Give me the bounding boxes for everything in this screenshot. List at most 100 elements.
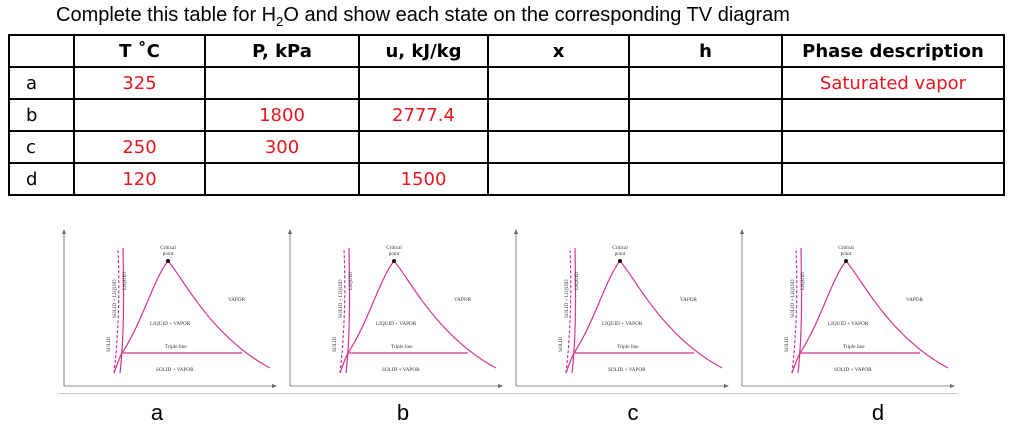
liquid-label: LIQUID [800, 272, 806, 290]
critical-point-label: Critical [612, 245, 628, 251]
cell-quality[interactable] [487, 162, 630, 196]
row-label: b [8, 98, 75, 132]
critical-point-label: Critical [160, 245, 176, 251]
cell-enthalpy[interactable] [628, 162, 783, 196]
liquid-vapor-label: LIQUID + VAPOR [828, 321, 869, 327]
cell-phase[interactable] [781, 130, 1005, 164]
phase-boundaries [113, 247, 271, 374]
solid-vapor-label: SOLID + VAPOR [608, 367, 646, 373]
axes [514, 229, 729, 388]
phase-boundaries [791, 247, 949, 374]
cell-pressure[interactable] [204, 162, 360, 196]
axes [740, 229, 955, 388]
cell-quality[interactable] [487, 66, 630, 100]
triple-line-label: Triple line [391, 344, 413, 350]
tv-diagram-svg: Critical point VAPOR LIQUID + VAPOR Trip… [62, 229, 277, 388]
solid-vapor-label: SOLID + VAPOR [382, 367, 420, 373]
liquid-vapor-label: LIQUID + VAPOR [150, 321, 191, 327]
cell-internal-energy[interactable]: 2777.4 [358, 98, 489, 132]
liquid-label: LIQUID [574, 272, 580, 290]
critical-point-marker [166, 259, 170, 263]
header-pressure: P, kPa [204, 34, 360, 68]
solid-liquid-label: SOLID + LIQUID [790, 279, 796, 318]
critical-point-marker [844, 259, 848, 263]
cell-internal-energy[interactable] [358, 66, 489, 100]
cell-enthalpy[interactable] [628, 130, 783, 164]
state-table: T ˚C P, kPa u, kJ/kg x h Phase descripti… [8, 34, 1005, 196]
cell-temperature[interactable]: 250 [73, 130, 206, 164]
tv-diagram-svg: Critical point VAPOR LIQUID + VAPOR Trip… [288, 229, 503, 388]
header-internal-energy: u, kJ/kg [358, 34, 489, 68]
header-phase: Phase description [781, 34, 1005, 68]
liquid-vapor-label: LIQUID + VAPOR [602, 321, 643, 327]
cell-phase[interactable] [781, 98, 1005, 132]
diagram-baseline [58, 393, 958, 394]
cell-temperature[interactable]: 120 [73, 162, 206, 196]
solid-vapor-label: SOLID + VAPOR [834, 367, 872, 373]
cell-internal-energy[interactable] [358, 130, 489, 164]
header-enthalpy: h [628, 34, 783, 68]
axes [62, 229, 277, 388]
tv-diagram-d: Critical point VAPOR LIQUID + VAPOR Trip… [736, 228, 958, 398]
diagram-caption: d [871, 400, 885, 425]
solid-vapor-label: SOLID + VAPOR [156, 367, 194, 373]
cell-pressure[interactable] [204, 66, 360, 100]
vapor-label: VAPOR [906, 297, 923, 303]
table-header-row: T ˚C P, kPa u, kJ/kg x h Phase descripti… [8, 34, 1005, 68]
triple-line-label: Triple line [617, 344, 639, 350]
phase-boundaries [565, 247, 723, 374]
cell-temperature[interactable]: 325 [73, 66, 206, 100]
cell-enthalpy[interactable] [628, 66, 783, 100]
tv-diagram-svg: Critical point VAPOR LIQUID + VAPOR Trip… [514, 229, 729, 388]
liquid-vapor-label: LIQUID + VAPOR [376, 321, 417, 327]
diagram-caption: c [627, 400, 639, 425]
critical-point-label-2: point [389, 251, 400, 257]
header-quality: x [487, 34, 630, 68]
tv-diagram-a: Critical point VAPOR LIQUID + VAPOR Trip… [58, 228, 280, 398]
cell-internal-energy[interactable]: 1500 [358, 162, 489, 196]
cell-pressure[interactable]: 1800 [204, 98, 360, 132]
triple-line-label: Triple line [165, 344, 187, 350]
cell-quality[interactable] [487, 130, 630, 164]
critical-point-label-2: point [841, 251, 852, 257]
table-row: d 120 1500 [8, 162, 1005, 196]
table-row: b 1800 2777.4 [8, 98, 1005, 132]
vapor-label: VAPOR [680, 297, 697, 303]
title-subscript: 2 [276, 14, 284, 29]
cell-quality[interactable] [487, 98, 630, 132]
page-title: Complete this table for H2O and show eac… [56, 4, 790, 29]
vapor-label: VAPOR [228, 297, 245, 303]
diagram-caption: b [396, 400, 410, 425]
header-corner [8, 34, 75, 68]
critical-point-label: Critical [386, 245, 402, 251]
cell-pressure[interactable]: 300 [204, 130, 360, 164]
triple-line-label: Triple line [843, 344, 865, 350]
axes [288, 229, 503, 388]
tv-diagram-b: Critical point VAPOR LIQUID + VAPOR Trip… [284, 228, 506, 398]
critical-point-marker [392, 259, 396, 263]
row-label: d [8, 162, 75, 196]
cell-enthalpy[interactable] [628, 98, 783, 132]
solid-liquid-label: SOLID + LIQUID [338, 279, 344, 318]
solid-label: SOLID [106, 336, 112, 352]
cell-phase[interactable] [781, 162, 1005, 196]
row-label: c [8, 130, 75, 164]
liquid-label: LIQUID [348, 272, 354, 290]
solid-label: SOLID [558, 336, 564, 352]
critical-point-label-2: point [615, 251, 626, 257]
header-temperature: T ˚C [73, 34, 206, 68]
row-label: a [8, 66, 75, 100]
table-row: a 325 Saturated vapor [8, 66, 1005, 100]
solid-liquid-label: SOLID + LIQUID [564, 279, 570, 318]
diagram-caption: a [150, 400, 164, 425]
solid-label: SOLID [784, 336, 790, 352]
phase-boundaries [339, 247, 497, 374]
vapor-label: VAPOR [454, 297, 471, 303]
critical-point-marker [618, 259, 622, 263]
solid-label: SOLID [332, 336, 338, 352]
critical-point-label-2: point [163, 251, 174, 257]
cell-phase[interactable]: Saturated vapor [781, 66, 1005, 100]
tv-diagram-c: Critical point VAPOR LIQUID + VAPOR Trip… [510, 228, 732, 398]
title-text: Complete this table for H [56, 4, 277, 26]
cell-temperature[interactable] [73, 98, 206, 132]
